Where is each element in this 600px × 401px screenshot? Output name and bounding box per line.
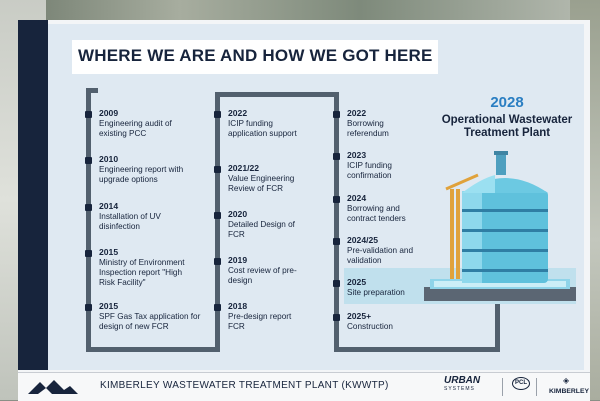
marker: [333, 314, 340, 321]
plant-ladder: [450, 189, 454, 279]
pipe-bottom-1: [86, 347, 220, 352]
milestone-text: Detailed Design of FCR: [228, 220, 295, 239]
urban-systems-logo: URBAN SYSTEMS: [444, 376, 480, 394]
pipe-col2-vertical: [215, 94, 220, 352]
milestone-year: 2022: [228, 108, 248, 118]
milestone-text: SPF Gas Tax application for design of ne…: [99, 312, 201, 331]
milestone-2015-gas-tax: 2015 SPF Gas Tax application for design …: [99, 301, 225, 332]
marker: [333, 280, 340, 287]
milestone-2022-icip: 2022 ICIP funding application support: [228, 108, 354, 139]
milestone-2019: 2019 Cost review of pre-design: [228, 255, 354, 286]
milestone-year: 2020: [228, 209, 248, 219]
milestone-year: 2015: [99, 247, 119, 257]
footer-divider: [502, 378, 503, 396]
marker: [333, 196, 340, 203]
milestone-2024: 2024 Borrowing and contract tenders: [347, 193, 473, 224]
milestone-text: Cost review of pre-design: [228, 266, 297, 285]
milestone-2024-25: 2024/25 Pre-validation and validation: [347, 235, 473, 266]
milestone-text: Engineering report with upgrade options: [99, 165, 184, 184]
plant-vent: [496, 153, 506, 175]
marker: [333, 111, 340, 118]
milestone-2014: 2014 Installation of UV disinfection: [99, 201, 225, 232]
milestone-2009: 2009 Engineering audit of existing PCC: [99, 108, 225, 139]
milestone-2021-22: 2021/22 Value Engineering Review of FCR: [228, 163, 354, 194]
pipe-col1-vertical: [86, 88, 91, 352]
milestone-2025: 2025 Site preparation: [347, 277, 473, 298]
marker: [85, 157, 92, 164]
milestone-2023: 2023 ICIP funding confirmation: [347, 150, 473, 181]
milestone-year: 2024/25: [347, 235, 379, 245]
project-name: KIMBERLEY WASTEWATER TREATMENT PLANT (KW…: [100, 380, 389, 391]
milestone-year: 2009: [99, 108, 119, 118]
milestone-2025-plus: 2025+ Construction: [347, 311, 473, 332]
marker: [214, 304, 221, 311]
milestone-text: ICIP funding application support: [228, 119, 297, 138]
marker: [214, 212, 221, 219]
milestone-text: ICIP funding confirmation: [347, 161, 392, 180]
marker: [85, 304, 92, 311]
marker: [333, 238, 340, 245]
marker: [214, 166, 221, 173]
milestone-2015-inspection: 2015 Ministry of Environment Inspection …: [99, 247, 225, 288]
kimberley-logo-icon: ◈: [563, 376, 570, 385]
pipe-col3-vertical: [334, 92, 339, 352]
urban-logo-text: URBAN: [444, 375, 481, 386]
milestone-year: 2025: [347, 277, 367, 287]
milestone-text: Pre-validation and validation: [347, 246, 413, 265]
plant-tank: [462, 191, 548, 283]
milestone-2020: 2020 Detailed Design of FCR: [228, 209, 354, 240]
milestone-year: 2022: [347, 108, 367, 118]
milestone-year: 2024: [347, 193, 367, 203]
milestone-year: 2014: [99, 201, 119, 211]
pipe-col1-top: [86, 88, 98, 93]
sign-footer: [18, 372, 590, 401]
milestone-text: Borrowing and contract tenders: [347, 204, 406, 223]
footer-divider: [536, 378, 537, 396]
milestone-text: Ministry of Environment Inspection repor…: [99, 258, 185, 287]
milestone-year: 2015: [99, 301, 119, 311]
goal-year: 2028: [490, 94, 524, 111]
urban-logo-subtext: SYSTEMS: [444, 386, 475, 392]
marker: [85, 204, 92, 211]
milestone-year: 2010: [99, 154, 119, 164]
goal-title: Operational Wastewater Treatment Plant: [441, 114, 573, 139]
milestone-text: Construction: [347, 322, 393, 331]
milestone-year: 2023: [347, 150, 367, 160]
title-bar: [72, 40, 438, 74]
pcl-logo: PCL: [512, 377, 530, 390]
milestone-text: Site preparation: [347, 288, 405, 297]
milestone-2010: 2010 Engineering report with upgrade opt…: [99, 154, 225, 185]
pipe-to-plant: [495, 304, 500, 352]
sign-title: WHERE WE ARE AND HOW WE GOT HERE: [78, 46, 433, 65]
milestone-text: Value Engineering Review of FCR: [228, 174, 295, 193]
milestone-2022-referendum: 2022 Borrowing referendum: [347, 108, 473, 139]
marker: [85, 250, 92, 257]
milestone-text: Installation of UV disinfection: [99, 212, 161, 231]
milestone-text: Engineering audit of existing PCC: [99, 119, 172, 138]
milestone-text: Pre-design report FCR: [228, 312, 292, 331]
pipe-bottom-3: [334, 347, 500, 352]
milestone-year: 2018: [228, 301, 248, 311]
marker: [85, 111, 92, 118]
sign-left-band: [18, 20, 48, 370]
milestone-year: 2019: [228, 255, 248, 265]
mountain-logo-icon: [28, 380, 78, 394]
marker: [214, 258, 221, 265]
milestone-year: 2021/22: [228, 163, 260, 173]
milestone-text: Borrowing referendum: [347, 119, 389, 138]
milestone-2018: 2018 Pre-design report FCR: [228, 301, 354, 332]
plant-platform: [424, 287, 576, 301]
kimberley-logo: KIMBERLEY: [548, 388, 590, 395]
treatment-plant-illustration: [424, 151, 576, 301]
marker: [214, 111, 221, 118]
milestone-year: 2025+: [347, 311, 372, 321]
pipe-top-2: [215, 92, 339, 97]
marker: [333, 153, 340, 160]
